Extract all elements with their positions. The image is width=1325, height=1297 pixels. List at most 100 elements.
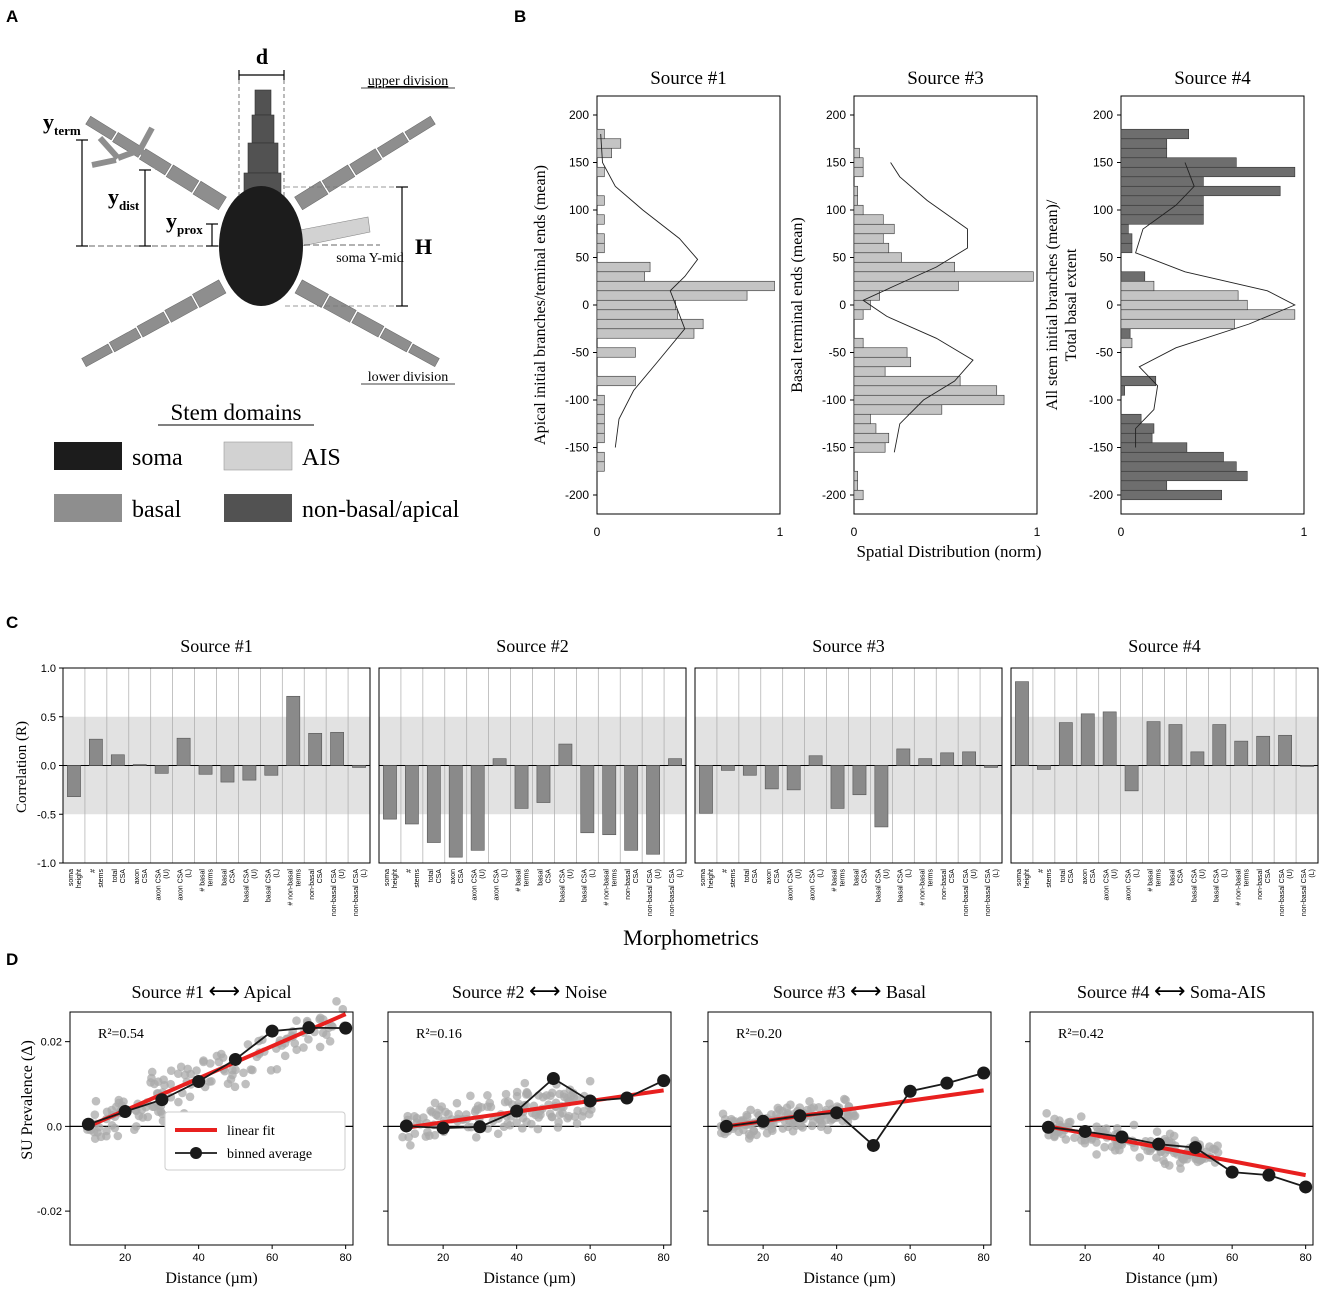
scatter-point	[425, 1131, 434, 1140]
density-curve	[1135, 162, 1296, 448]
hist-bar	[1120, 214, 1204, 225]
x-tick-label: 20	[757, 1252, 769, 1264]
hist-bar	[853, 195, 858, 206]
corr-bar	[264, 765, 279, 776]
category-label: # non-basalterms	[287, 869, 302, 906]
scatter-point	[517, 1123, 527, 1133]
x-tick-label: 60	[266, 1252, 278, 1264]
scatter-source-3: Source #3 ⟷ Basal R²=0.20 20 40 60 80 Distance…	[703, 979, 992, 1287]
scatter-point	[1130, 1143, 1139, 1152]
category-label: axonCSA	[766, 869, 781, 885]
basal-segment	[164, 295, 198, 323]
scatter-point	[503, 1097, 513, 1106]
corr-source-3: Source #3 somaheight #stems totalCSA axonCSA…	[694, 636, 1003, 916]
density-curve	[600, 133, 699, 448]
x-tick-label: 20	[437, 1252, 449, 1264]
hist-bar	[853, 252, 902, 263]
hist-bar	[596, 280, 775, 292]
hist-bar	[596, 242, 605, 254]
y-tick-label: 0.0	[47, 1121, 62, 1133]
y-tick-label: 0	[1106, 298, 1113, 312]
corr-bar	[132, 764, 147, 766]
legend-binned-marker	[190, 1147, 202, 1159]
density-curve	[862, 162, 974, 453]
binned-average-point	[1152, 1137, 1166, 1151]
hist-bar	[853, 261, 955, 273]
category-label: somaheight	[700, 869, 715, 888]
x-tick-label: 40	[1153, 1252, 1165, 1264]
hist-bar	[1120, 195, 1204, 206]
category-label: axon CSA(L)	[1126, 869, 1141, 901]
legend-swatch-apical	[224, 494, 292, 522]
corr-bar	[470, 765, 485, 851]
x-axis-label: Distance (µm)	[165, 1270, 257, 1287]
apical-trunk	[243, 89, 282, 199]
category-label: somaheight	[1016, 869, 1031, 888]
hist-bar	[853, 356, 912, 368]
plot-frame	[1029, 1011, 1314, 1246]
binned-average-point	[1262, 1168, 1276, 1182]
hist-bar	[853, 223, 895, 235]
corr-bar	[646, 765, 660, 855]
scatter-point	[471, 1132, 481, 1142]
corr-bar	[405, 765, 419, 825]
y-tick-label: 100	[826, 203, 846, 217]
binned-average-point	[546, 1072, 560, 1086]
category-label: non-basalCSA	[309, 869, 324, 900]
hist-bar	[853, 385, 998, 396]
x-tick-label: 80	[340, 1252, 352, 1264]
hist-bar	[1120, 413, 1142, 425]
y-tick-label: -1.0	[37, 858, 56, 870]
lower-division-label: lower division	[368, 370, 449, 385]
linear-fit-line	[1048, 1124, 1307, 1178]
corr-source-1: Source #1 somaheight #stems totalCSA axonCSA…	[37, 636, 371, 916]
scatter-source-4: Source #4 ⟷ Soma-AIS R²=0.42 20 40 60 80 Dista…	[1025, 979, 1314, 1287]
scatter-point	[299, 1043, 308, 1052]
scatter-point	[798, 1123, 807, 1132]
scatter-point	[520, 1078, 530, 1088]
hist-bar	[853, 432, 890, 444]
scatter-point	[433, 1111, 443, 1121]
hist-bar	[1120, 480, 1168, 491]
legend-label-ais: AIS	[302, 445, 341, 471]
hist-bar	[596, 138, 622, 149]
category-label: # non-basalterms	[919, 869, 934, 906]
binned-average-point	[192, 1074, 206, 1088]
category-label: non-basal CSA(L)	[669, 869, 684, 916]
plot-frame	[694, 667, 1003, 864]
category-label: basal CSA(U)	[559, 869, 574, 902]
corr-bar	[602, 765, 617, 836]
category-label: basalCSA	[1169, 869, 1184, 886]
corr-bar	[580, 765, 595, 834]
corr-bar	[176, 737, 191, 766]
category-label: #stems	[1038, 869, 1053, 888]
category-label: non-basal CSA(U)	[1279, 869, 1294, 916]
scatter-point	[176, 1062, 186, 1072]
basal-segment	[379, 327, 412, 353]
scatter-point	[1135, 1153, 1145, 1162]
corr-bar	[896, 748, 911, 766]
scatter-point	[1164, 1161, 1174, 1170]
plot-frame	[387, 1011, 672, 1246]
category-label: basalCSA	[853, 869, 868, 886]
category-label: # non-basalterms	[603, 869, 618, 906]
scatter-point	[173, 1069, 183, 1079]
category-label: basal CSA(L)	[265, 869, 280, 902]
category-label: somaheight	[384, 869, 399, 888]
category-label: # basalterms	[516, 869, 531, 892]
x-axis-label: Distance (µm)	[1125, 1270, 1217, 1287]
x-tick-label: 80	[658, 1252, 670, 1264]
corr-bar	[536, 765, 551, 803]
scatter-point	[512, 1118, 521, 1127]
corr-bar	[1212, 724, 1227, 766]
hist-bar	[596, 394, 605, 406]
corr-bar	[918, 758, 933, 766]
category-label: non-basal CSA(U)	[647, 869, 662, 916]
hist-bar	[1120, 318, 1235, 330]
y-tick-label: 200	[1093, 108, 1113, 122]
soma-mid-label: soma Y-mid	[336, 251, 404, 266]
legend-label-basal: basal	[132, 497, 182, 523]
scatter-source-1: Source #1 ⟷ Apical R²=0.54 20 40 60 80 0.02 0.0…	[37, 979, 354, 1287]
y-tick-label: 0.0	[41, 761, 56, 773]
scatter-point	[223, 1079, 233, 1089]
